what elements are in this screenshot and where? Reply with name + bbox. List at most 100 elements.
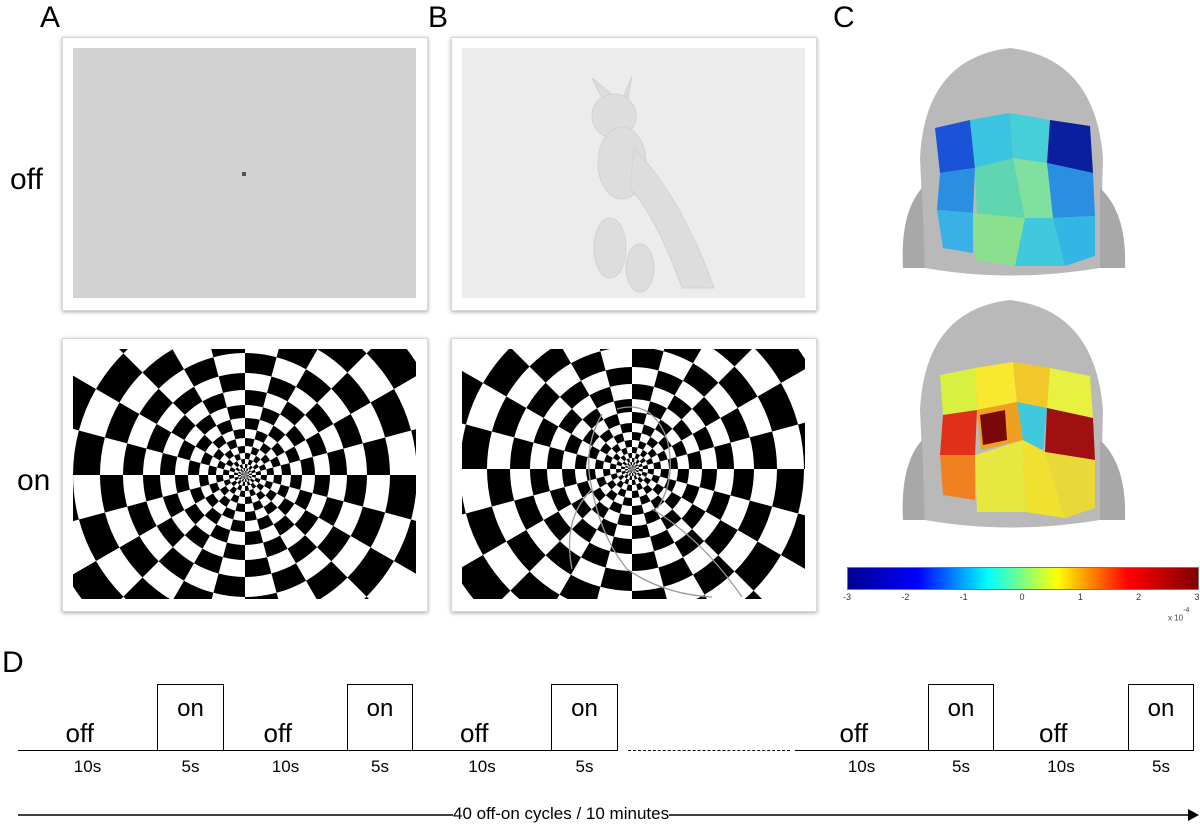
checker-segment [671, 440, 688, 458]
checker-segment [487, 339, 546, 347]
checker-segment [254, 430, 268, 443]
checker-segment [681, 504, 706, 530]
checker-segment [632, 446, 638, 454]
row-label-off: off [10, 163, 43, 196]
checker-segment [264, 480, 273, 490]
timeline-duration: 5s [952, 757, 970, 776]
checker-segment [245, 471, 248, 475]
checker-segment [514, 495, 544, 530]
checker-segment [234, 472, 239, 475]
checker-segment [687, 450, 702, 469]
panel-label-a: A [40, 1, 61, 34]
checker-segment [617, 488, 627, 497]
checker-segment [233, 429, 245, 440]
checker-segment [285, 425, 306, 447]
movie-outline [651, 508, 743, 598]
checker-segment [599, 429, 614, 443]
timeline-duration: 5s [371, 757, 389, 776]
radial-checkerboard [73, 349, 416, 599]
checker-segment [280, 401, 306, 426]
checker-segment [647, 448, 658, 458]
checker-segment [253, 455, 261, 464]
checker-segment [195, 414, 217, 435]
checker-segment [204, 507, 222, 525]
checker-segment [73, 475, 79, 522]
checker-segment [184, 357, 219, 387]
checker-segment [605, 367, 632, 387]
checker-segment [247, 477, 250, 482]
checker-segment [737, 500, 773, 542]
panel-label-d: D [2, 646, 24, 679]
checker-segment [588, 609, 633, 611]
checker-segment [226, 405, 245, 420]
checker-segment [305, 432, 328, 457]
checker-segment [162, 493, 185, 518]
checker-segment [171, 414, 196, 440]
checker-segment [158, 547, 194, 581]
checker-segment [271, 563, 306, 593]
checker-segment [757, 383, 799, 432]
checker-segment [245, 557, 272, 577]
checker-segment [248, 465, 253, 471]
checker-segment [394, 519, 416, 574]
checker-segment [645, 458, 654, 465]
checker-segment [245, 478, 247, 483]
checker-segment [280, 463, 291, 475]
checker-segment [231, 480, 238, 487]
checker-segment [364, 596, 369, 599]
checker-segment [635, 467, 640, 469]
checker-segment [632, 490, 640, 498]
checker-segment [510, 437, 534, 469]
checker-segment [637, 441, 647, 450]
checker-segment [506, 530, 546, 572]
timeline-off-label: off [1039, 718, 1068, 748]
timeline-duration: 10s [468, 757, 496, 776]
checker-segment [235, 467, 241, 472]
checker-segment [252, 500, 264, 511]
checker-segment [635, 470, 639, 473]
checker-segment [618, 474, 625, 481]
checker-segment [250, 482, 257, 489]
checker-segment [245, 496, 253, 504]
checker-segment [627, 468, 632, 469]
checker-segment [587, 446, 600, 460]
checker-segment [672, 419, 693, 441]
checker-segment [276, 349, 318, 370]
checker-segment [718, 366, 758, 408]
checker-segment [582, 428, 600, 446]
checker-segment [638, 469, 643, 472]
checker-segment [616, 461, 623, 467]
checker-segment [749, 431, 778, 469]
checker-segment [172, 349, 174, 350]
checker-segment [613, 399, 632, 414]
checker-segment [632, 432, 642, 441]
checker-segment [318, 497, 344, 526]
checker-segment [306, 561, 348, 599]
checker-segment [222, 469, 230, 475]
checker-segment [245, 475, 249, 478]
checker-segment [237, 484, 243, 491]
checker-segment [640, 449, 648, 458]
checker-segment [651, 474, 660, 484]
checker-segment [270, 456, 281, 468]
checker-segment [772, 469, 804, 514]
checker-segment [599, 349, 611, 352]
checker-segment [226, 439, 238, 450]
checker-segment [300, 456, 315, 475]
checker-segment [632, 479, 637, 486]
checker-segment [696, 594, 708, 599]
checker-segment [268, 425, 286, 443]
checker-segment [237, 475, 242, 477]
checker-segment [674, 529, 705, 558]
checker-segment [624, 473, 629, 479]
checker-segment [229, 486, 237, 495]
checker-segment [781, 513, 805, 569]
checker-segment [612, 453, 621, 461]
checker-segment [245, 390, 267, 408]
checker-segment [625, 471, 630, 474]
panel-label-b: B [428, 1, 449, 34]
checker-segment [622, 461, 628, 466]
checker-segment [208, 465, 217, 475]
checker-segment [289, 475, 303, 490]
checker-segment [632, 467, 636, 469]
